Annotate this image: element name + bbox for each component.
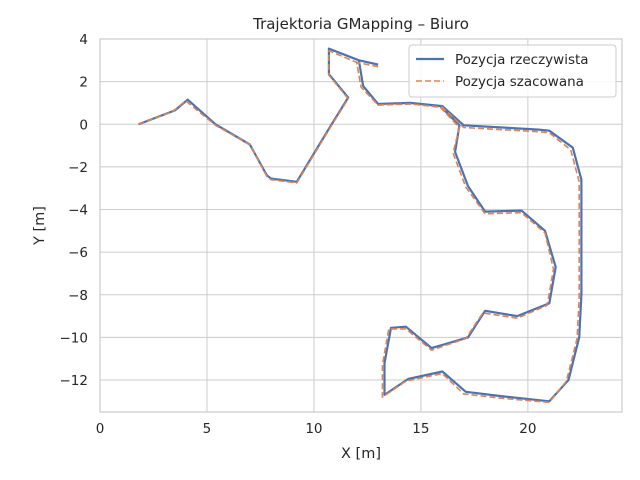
y-tick-label: −6 [68,245,88,261]
legend-box [408,44,617,98]
axes-frame [99,38,623,413]
series-group [138,47,583,404]
axes-border [99,38,623,413]
x-axis-label: X [m] [341,446,381,462]
legend: Pozycja rzeczywista Pozycja szacowana [408,44,617,98]
chart-title: Trajektoria GMapping – Biuro [252,15,469,33]
x-tick-label: 0 [96,421,105,437]
y-tick-label: −10 [60,330,89,346]
y-tick-label: 0 [79,117,88,133]
legend-label-estimated: Pozycja szacowana [455,74,584,90]
x-tick-label: 5 [203,421,212,437]
y-tick-label: −8 [68,288,88,304]
y-tick-label: −4 [68,203,88,219]
x-tick-label: 20 [519,421,536,437]
y-tick-label: 4 [79,32,88,48]
legend-label-real: Pozycja rzeczywista [455,52,589,68]
y-tick-label: 2 [79,75,88,91]
y-axis-label: Y [m] [32,206,48,246]
y-tick-label: −2 [68,160,88,176]
series-estimated-line [138,49,581,404]
x-tick-label: 15 [412,421,429,437]
y-tick-label: −12 [60,373,89,389]
x-tick-label: 10 [305,421,322,437]
